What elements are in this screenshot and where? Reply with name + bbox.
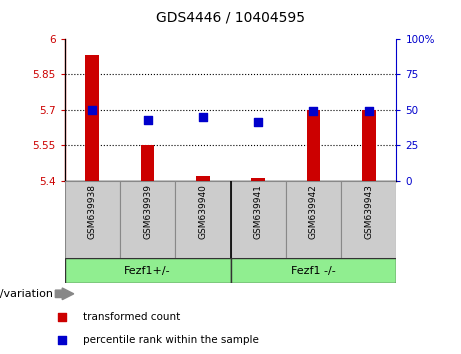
- Point: [310, 108, 317, 114]
- Bar: [141, 145, 154, 181]
- Bar: [251, 178, 265, 181]
- Text: Fezf1+/-: Fezf1+/-: [124, 266, 171, 276]
- Text: GSM639943: GSM639943: [364, 184, 373, 239]
- Text: GSM639940: GSM639940: [198, 184, 207, 239]
- Text: GSM639942: GSM639942: [309, 184, 318, 239]
- Bar: [286, 181, 341, 258]
- Point: [144, 117, 151, 122]
- Text: genotype/variation: genotype/variation: [0, 289, 53, 299]
- Text: GDS4446 / 10404595: GDS4446 / 10404595: [156, 11, 305, 25]
- FancyArrow shape: [55, 288, 74, 299]
- Bar: [85, 56, 99, 181]
- Bar: [362, 110, 376, 181]
- Text: transformed count: transformed count: [83, 312, 180, 322]
- Point: [59, 314, 66, 320]
- Text: GSM639938: GSM639938: [88, 184, 97, 239]
- Bar: [341, 181, 396, 258]
- Text: GSM639939: GSM639939: [143, 184, 152, 239]
- Bar: [230, 181, 286, 258]
- Point: [199, 114, 207, 120]
- Point: [59, 337, 66, 343]
- Point: [89, 107, 96, 113]
- Point: [365, 108, 372, 114]
- Bar: [65, 181, 120, 258]
- Text: percentile rank within the sample: percentile rank within the sample: [83, 335, 259, 346]
- Bar: [175, 181, 230, 258]
- Bar: [65, 258, 230, 283]
- Bar: [230, 258, 396, 283]
- Point: [254, 120, 262, 125]
- Bar: [196, 176, 210, 181]
- Text: Fezf1 -/-: Fezf1 -/-: [291, 266, 336, 276]
- Text: GSM639941: GSM639941: [254, 184, 263, 239]
- Bar: [307, 110, 320, 181]
- Bar: [120, 181, 175, 258]
